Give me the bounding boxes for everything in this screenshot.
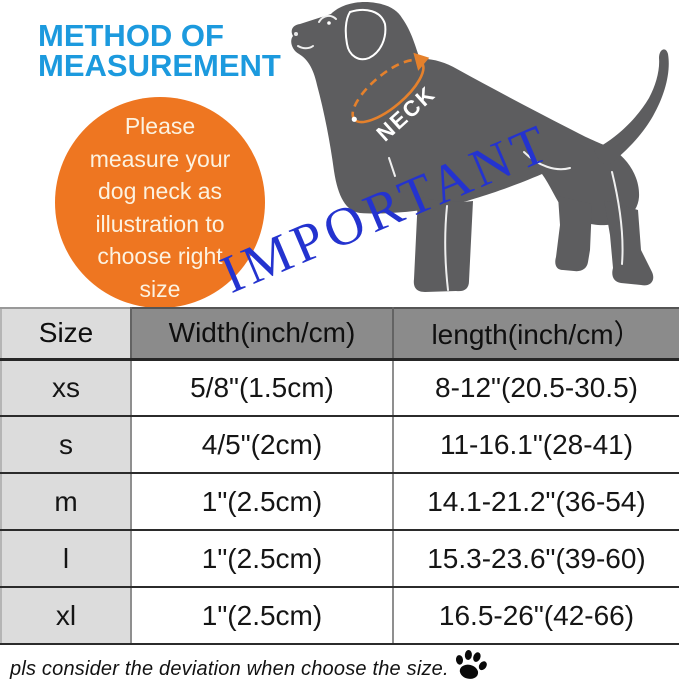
dog-eye	[327, 21, 331, 25]
footer-note-row: pls consider the deviation when choose t…	[10, 649, 489, 684]
table-row-s: s 4/5"(2cm) 11-16.1"(28-41)	[0, 415, 679, 474]
cell-width: 5/8"(1.5cm)	[130, 358, 394, 417]
dog-ear	[344, 8, 387, 61]
table-row-xl: xl 1"(2.5cm) 16.5-26"(42-66)	[0, 586, 679, 645]
dog-rear-leg-front	[555, 196, 592, 272]
col-header-length: length(inch/cm）	[392, 307, 679, 361]
bubble-line: measure your	[89, 145, 231, 172]
col-header-size: Size	[0, 307, 132, 361]
cell-width: 4/5"(2cm)	[130, 415, 394, 474]
bubble-line: size	[139, 275, 181, 302]
bubble-line: choose right	[97, 243, 223, 269]
cell-length: 16.5-26"(42-66)	[392, 586, 679, 645]
cell-size: s	[0, 415, 132, 474]
tape-arrowhead	[413, 52, 430, 71]
table-row-m: m 1"(2.5cm) 14.1-21.2"(36-54)	[0, 472, 679, 531]
size-table-header-row: Size Width(inch/cm) length(inch/cm）	[0, 307, 679, 361]
cell-width: 1"(2.5cm)	[130, 529, 394, 588]
cell-size: m	[0, 472, 132, 531]
cell-size: l	[0, 529, 132, 588]
cell-length: 15.3-23.6"(39-60)	[392, 529, 679, 588]
measuring-tape	[351, 52, 430, 124]
table-row-xs: xs 5/8"(1.5cm) 8-12"(20.5-30.5)	[0, 358, 679, 417]
cell-size: xs	[0, 358, 132, 417]
col-header-width: Width(inch/cm)	[130, 307, 394, 361]
dog-body	[291, 2, 640, 226]
instruction-bubble: Please measure your dog neck as illustra…	[55, 97, 265, 308]
dog-illustration: NECK	[291, 2, 669, 292]
dog-tail	[594, 49, 669, 165]
cell-length: 8-12"(20.5-30.5)	[392, 358, 679, 417]
deviation-note: pls consider the deviation when choose t…	[10, 658, 449, 680]
dog-rear-leg-back	[604, 200, 654, 286]
dog-nostril	[294, 32, 298, 36]
cell-size: xl	[0, 586, 132, 645]
bubble-line: Please	[124, 113, 196, 139]
dog-detail-lines	[297, 14, 624, 291]
bubble-line: dog neck as	[97, 178, 223, 204]
cell-width: 1"(2.5cm)	[130, 586, 394, 645]
size-table: Size Width(inch/cm) length(inch/cm） xs 5…	[0, 307, 679, 645]
cell-width: 1"(2.5cm)	[130, 472, 394, 531]
page-title-line2: MEASUREMENT	[38, 48, 281, 83]
dog-front-legs	[413, 196, 473, 292]
page-title: METHOD OF MEASUREMENT	[38, 18, 281, 83]
page-title-line1: METHOD OF	[38, 18, 224, 53]
bubble-line: illustration to	[95, 210, 225, 237]
table-row-l: l 1"(2.5cm) 15.3-23.6"(39-60)	[0, 529, 679, 588]
cell-length: 14.1-21.2"(36-54)	[392, 472, 679, 531]
paw-print-icon	[455, 649, 487, 679]
cell-length: 11-16.1"(28-41)	[392, 415, 679, 474]
